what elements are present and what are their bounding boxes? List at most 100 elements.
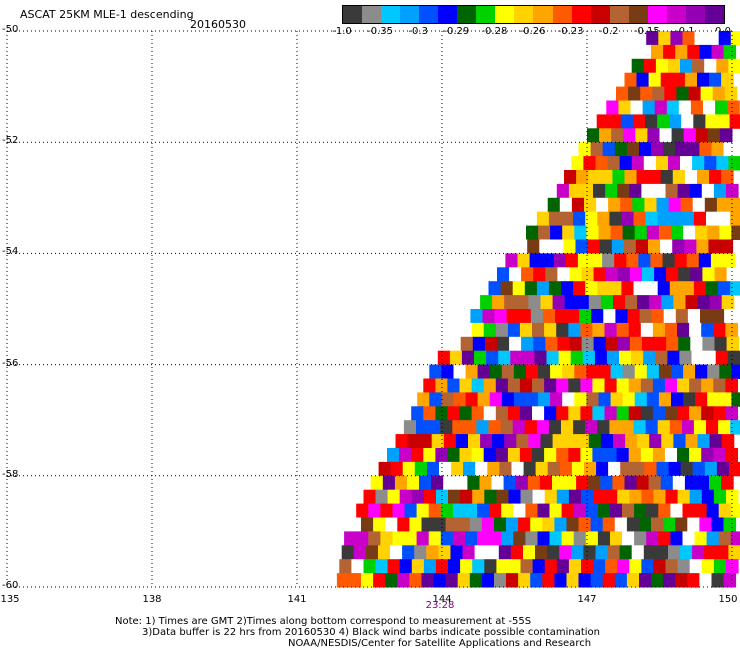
swath-cell xyxy=(578,517,592,532)
swath-cell xyxy=(561,531,575,546)
swath-cell xyxy=(593,183,606,199)
swath-cell xyxy=(363,559,377,574)
swath-cell xyxy=(532,322,545,338)
swath-cell xyxy=(556,489,570,505)
swath-cell xyxy=(574,392,587,407)
swath-cell xyxy=(532,559,546,574)
swath-cell xyxy=(648,475,662,491)
swath-cell xyxy=(701,489,715,505)
swath-cell xyxy=(576,434,590,449)
swath-cell xyxy=(428,531,442,546)
swath-cell xyxy=(532,378,545,393)
swath-cell xyxy=(500,281,514,296)
swath-cell xyxy=(450,545,464,560)
swath-cell xyxy=(534,350,547,366)
swath-cell xyxy=(537,503,551,518)
swath-cell xyxy=(617,267,631,282)
swath-cell xyxy=(387,489,401,505)
swath-cell xyxy=(655,545,669,560)
swath-cell xyxy=(518,517,531,532)
swath-cell xyxy=(634,503,647,518)
swath-cell xyxy=(471,406,485,421)
swath-cell xyxy=(619,545,633,560)
swath-cell xyxy=(471,448,485,463)
swath-cell xyxy=(668,461,682,477)
swath-cell xyxy=(723,44,737,60)
swath-cell xyxy=(604,448,618,463)
swath-cell xyxy=(683,128,697,143)
swath-cell xyxy=(727,100,740,115)
swath-cell xyxy=(731,392,740,407)
time-label: 23:28 xyxy=(425,600,455,611)
swath-cell xyxy=(668,58,681,74)
swath-cell xyxy=(666,100,680,115)
swath-cell xyxy=(407,475,420,491)
swath-cell xyxy=(580,378,593,393)
swath-cell xyxy=(524,281,538,296)
swath-cell xyxy=(538,392,551,407)
swath-cell xyxy=(611,128,624,143)
swath-cell xyxy=(411,406,424,421)
swath-cell xyxy=(568,183,582,199)
swath-cell xyxy=(617,183,630,199)
swath-cell xyxy=(336,573,350,588)
swath-cell xyxy=(498,350,511,366)
note-line-3: NOAA/NESDIS/Center for Satellite Applica… xyxy=(288,638,592,649)
swath-cell xyxy=(567,309,580,324)
swath-cell xyxy=(672,239,685,254)
swath-cell xyxy=(349,573,362,588)
swath-cell xyxy=(675,142,688,157)
swath-cell xyxy=(465,392,479,407)
swath-cell xyxy=(552,295,566,310)
swath-cell xyxy=(433,517,447,532)
swath-cell xyxy=(532,448,545,463)
swath-cell xyxy=(477,392,491,407)
swath-cell xyxy=(625,295,638,310)
swath-cell xyxy=(676,86,689,101)
swath-cell xyxy=(545,336,558,352)
swath-cell xyxy=(414,545,427,560)
swath-cell xyxy=(559,197,573,213)
swath-cell xyxy=(563,239,576,254)
swath-cell xyxy=(540,434,554,449)
swath-cell xyxy=(524,420,538,435)
swath-cell xyxy=(489,531,502,546)
colorbar-label: -0.29 xyxy=(443,26,470,37)
swath-cell xyxy=(484,489,497,505)
swath-cell xyxy=(547,461,561,477)
swath-cell xyxy=(701,378,714,393)
swath-cell xyxy=(576,170,589,185)
swath-cell xyxy=(433,573,447,588)
swath-cell xyxy=(392,503,406,518)
swath-cell xyxy=(488,420,502,435)
swath-cell xyxy=(566,573,580,588)
swath-cell xyxy=(633,420,647,435)
swath-cell xyxy=(463,461,476,477)
swath-cell xyxy=(457,517,471,532)
swath-cell xyxy=(721,475,734,491)
swath-cell xyxy=(680,545,693,560)
swath-cell xyxy=(692,58,705,74)
swath-cell xyxy=(588,170,601,185)
colorbar-swatch xyxy=(628,6,648,23)
swath-cell xyxy=(561,281,574,296)
swath-cell xyxy=(670,31,683,46)
swath-cell xyxy=(590,517,604,532)
swath-cell xyxy=(699,573,712,588)
swath-cell xyxy=(573,211,586,227)
swath-cell xyxy=(628,406,642,421)
swath-cell xyxy=(440,531,454,546)
swath-cell xyxy=(619,350,632,366)
swath-cell xyxy=(604,322,618,338)
swath-cell xyxy=(616,448,630,463)
swath-cell xyxy=(542,517,555,532)
swath-cell xyxy=(590,253,603,268)
swath-cell xyxy=(421,517,435,532)
swath-cell xyxy=(557,267,570,282)
swath-cell xyxy=(730,503,740,518)
swath-cell xyxy=(586,225,599,240)
swath-cell xyxy=(689,378,702,393)
swath-cell xyxy=(562,225,575,240)
swath-cell xyxy=(684,170,698,185)
swath-cell xyxy=(618,100,631,115)
